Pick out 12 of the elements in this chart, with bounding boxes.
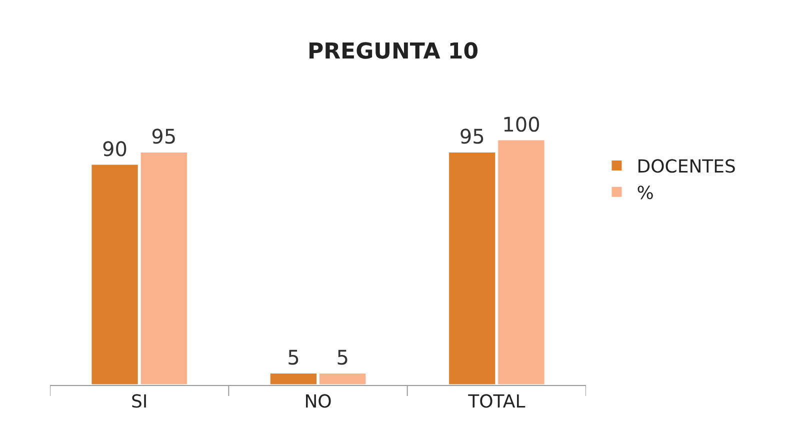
data-label: 100 [502, 112, 540, 136]
data-label: 90 [102, 137, 128, 162]
data-label: 5 [287, 346, 300, 370]
legend-label: DOCENTES [636, 156, 736, 178]
data-label: 95 [459, 124, 485, 149]
x-tick-label: SI [130, 392, 148, 413]
chart-title: PREGUNTA 10 [307, 39, 479, 64]
x-tick-label: NO [304, 392, 332, 413]
data-label: 95 [151, 124, 177, 149]
legend-label: % [636, 182, 654, 204]
data-label: 5 [336, 346, 349, 370]
x-tick-label: TOTAL [467, 392, 526, 413]
